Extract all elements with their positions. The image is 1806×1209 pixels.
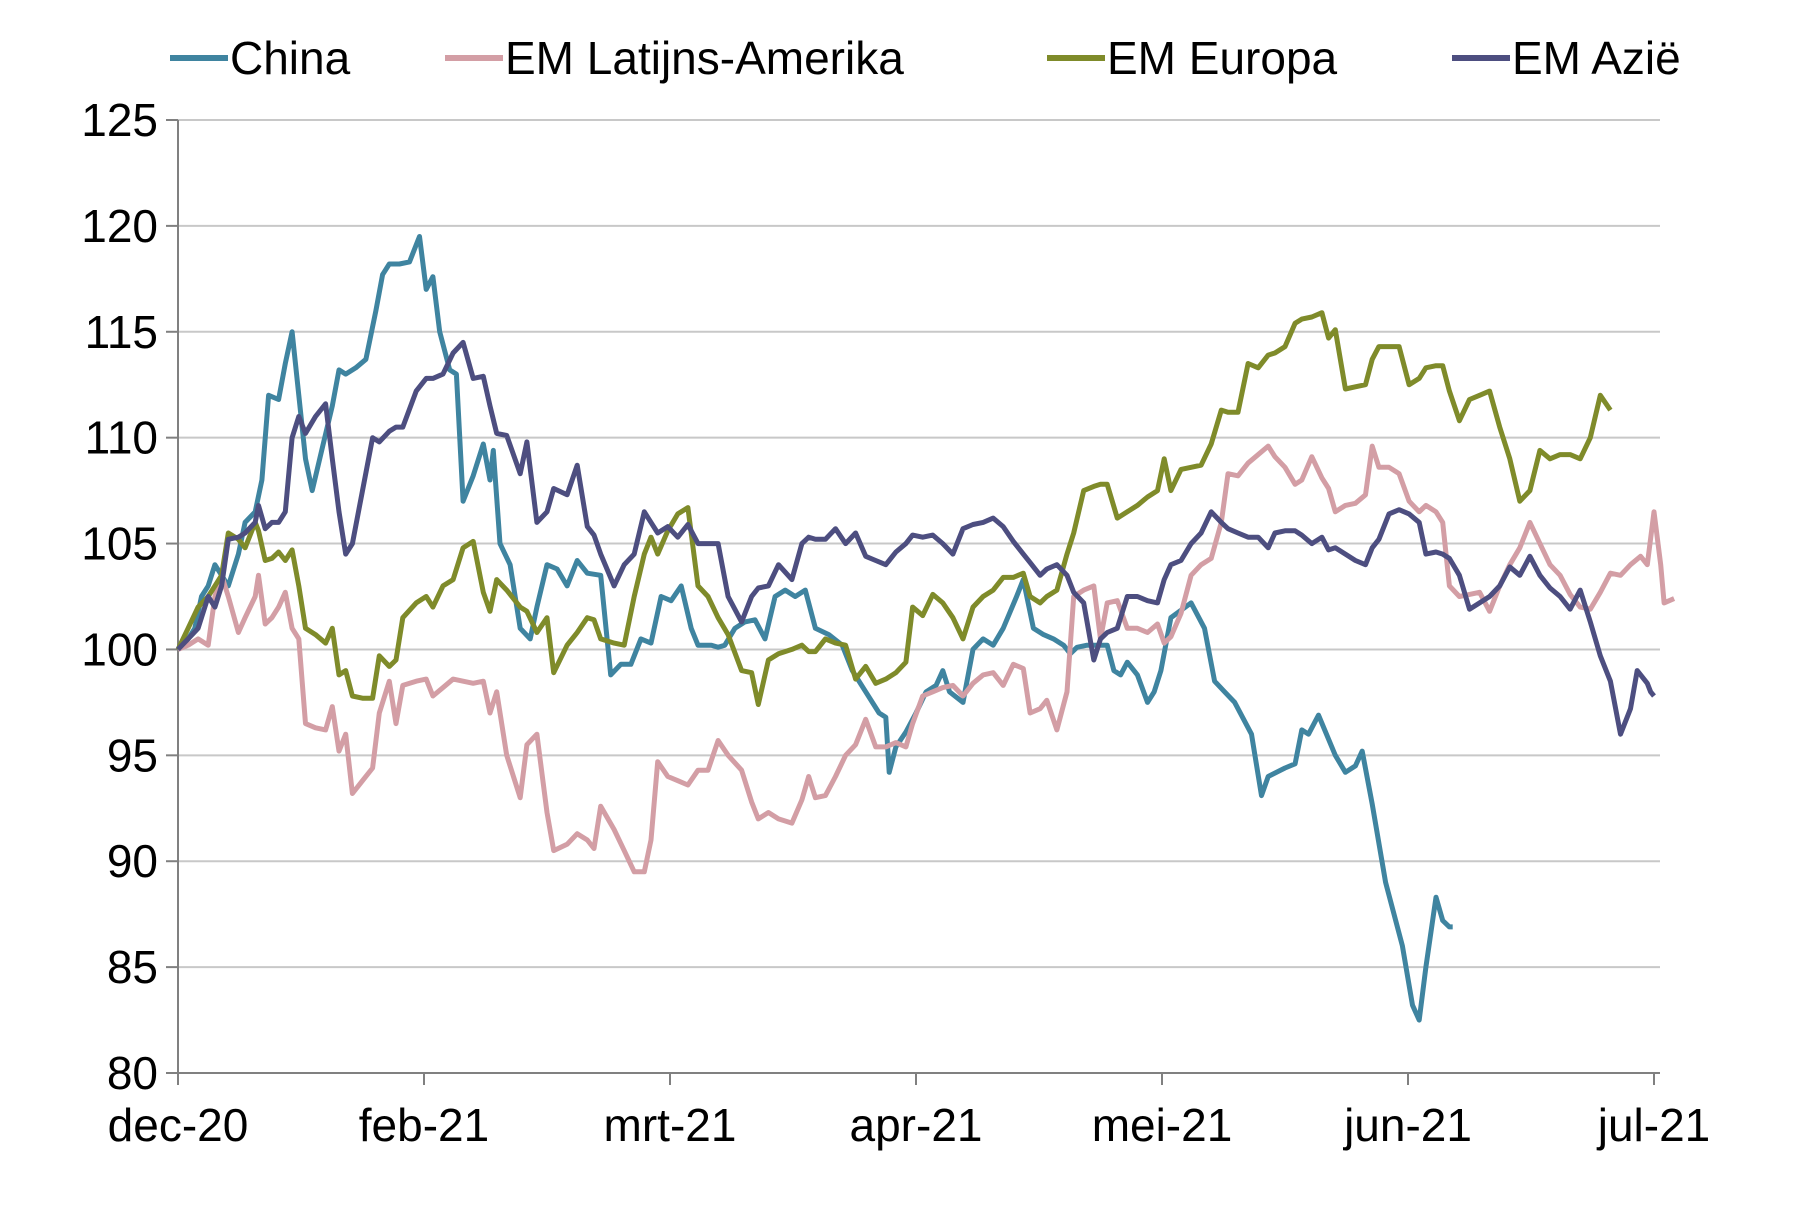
series-line-em-latijns-amerika — [177, 443, 1676, 875]
y-tick-label: 100 — [81, 623, 158, 675]
x-tick-label: feb-21 — [359, 1099, 489, 1151]
y-tick-label: 80 — [107, 1047, 158, 1099]
x-tick-label: mrt-21 — [604, 1099, 737, 1151]
y-tick-label: 115 — [85, 306, 158, 358]
y-tick-label: 120 — [81, 200, 158, 252]
series-line-china — [176, 234, 1453, 1023]
legend-label: EM Azië — [1512, 32, 1681, 84]
y-tick-label: 125 — [81, 94, 158, 146]
y-axis-ticks: 80 85 90 95 100 105 110 115 120 125 — [81, 94, 178, 1099]
legend: China EM Latijns-Amerika EM Europa EM Azië — [170, 32, 1681, 84]
legend-label: EM Latijns-Amerika — [505, 32, 904, 84]
x-tick-label: dec-20 — [108, 1099, 249, 1151]
y-tick-label: 110 — [85, 412, 158, 464]
y-tick-label: 90 — [107, 835, 158, 887]
legend-label: China — [230, 32, 351, 84]
x-tick-label: jun-21 — [1342, 1099, 1472, 1151]
series-lines — [175, 234, 1676, 1023]
x-tick-label: apr-21 — [850, 1099, 983, 1151]
y-tick-label: 85 — [107, 941, 158, 993]
x-tick-label: mei-21 — [1092, 1099, 1233, 1151]
y-tick-label: 105 — [81, 518, 158, 570]
x-tick-label: jul-21 — [1596, 1099, 1711, 1151]
series-line-em-europa — [175, 310, 1613, 707]
y-tick-label: 95 — [107, 729, 158, 781]
legend-label: EM Europa — [1107, 32, 1338, 84]
horizontal-gridlines — [178, 119, 1660, 969]
x-axis-ticks: dec-20 feb-21 mrt-21 apr-21 mei-21 jun-21 jul-… — [108, 1073, 1711, 1151]
series-line-em-azi- — [176, 339, 1656, 737]
